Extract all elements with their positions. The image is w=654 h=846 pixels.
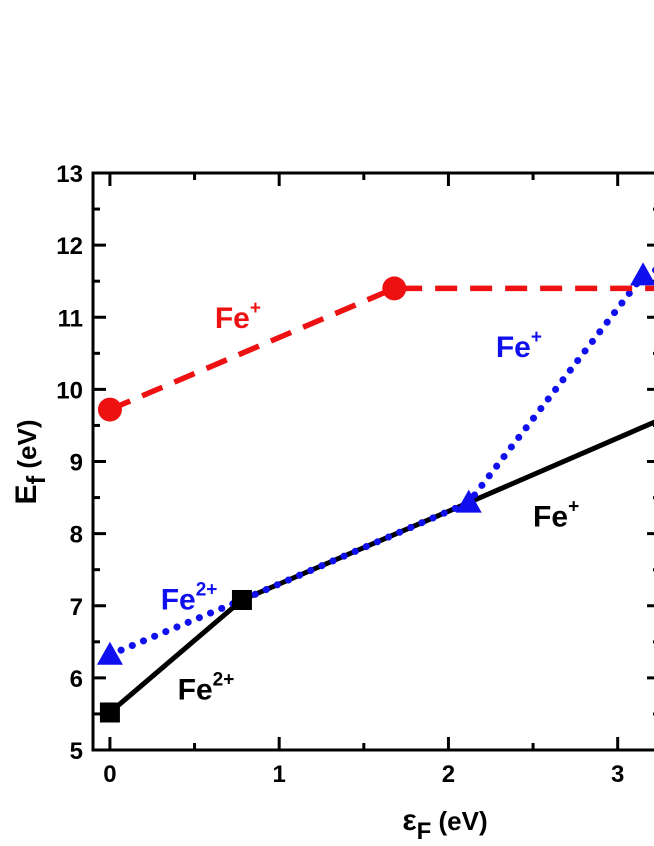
- x-tick-label: 3: [611, 761, 624, 788]
- x-tick-label: 1: [272, 761, 285, 788]
- series-lines: [106, 266, 654, 715]
- annotation-base: Fe: [178, 674, 213, 707]
- x-axis-unit: (eV): [431, 806, 487, 836]
- annotation-charge: +: [250, 298, 261, 319]
- annotation-charge: 2+: [196, 579, 218, 600]
- series-annotation: Fe+: [496, 327, 542, 364]
- marker-square: [99, 702, 120, 723]
- y-axis-unit: (eV): [12, 419, 42, 475]
- y-axis-symbol: E: [10, 485, 43, 505]
- marker-circle: [382, 276, 407, 301]
- series-line-dashed: [108, 285, 654, 413]
- y-tick-label: 9: [70, 450, 83, 477]
- annotation-charge: 2+: [213, 670, 235, 691]
- axis-ticks: [93, 171, 654, 752]
- annotation-base: Fe: [533, 500, 568, 533]
- x-tick-labels: 0 1 2 3: [103, 761, 624, 788]
- y-tick-label: 5: [70, 738, 83, 765]
- y-tick-label: 11: [58, 305, 83, 332]
- series-annotation: Fe2+: [161, 579, 218, 616]
- marker-circle: [97, 397, 122, 422]
- annotation-base: Fe: [215, 302, 250, 335]
- series-annotation: Fe+: [215, 298, 261, 335]
- x-tick-label: 0: [103, 761, 116, 788]
- annotation-base: Fe: [496, 331, 531, 364]
- marker-triangle: [455, 489, 482, 513]
- x-tick-label: 2: [442, 761, 455, 788]
- y-tick-label: 10: [56, 377, 83, 404]
- marker-triangle: [96, 641, 123, 665]
- x-axis-symbol: ε: [402, 804, 416, 837]
- y-tick-label: 8: [70, 522, 83, 549]
- y-axis-subscript: f: [21, 476, 51, 485]
- series-markers: [96, 262, 654, 723]
- marker-square: [231, 589, 252, 610]
- y-tick-label: 6: [70, 666, 83, 693]
- plot-frame: [91, 171, 654, 752]
- x-axis-title: εF (eV): [402, 804, 487, 845]
- y-tick-label: 12: [56, 233, 83, 260]
- y-tick-label: 13: [56, 161, 83, 188]
- series-annotation: Fe+: [533, 496, 579, 533]
- y-tick-labels: 5 6 7 8 9 10 11 12 13: [56, 161, 83, 765]
- series-line-solid: [108, 419, 654, 715]
- annotation-base: Fe: [161, 583, 196, 616]
- series-annotation: Fe2+: [178, 670, 235, 707]
- annotation-charge: +: [568, 496, 579, 517]
- x-axis-subscript: F: [417, 818, 432, 845]
- y-tick-label: 7: [70, 594, 83, 621]
- annotation-charge: +: [531, 327, 542, 348]
- marker-triangle: [630, 262, 654, 286]
- y-axis-title: Ef (eV): [10, 419, 51, 504]
- series-annotations: Fe+Fe+Fe+Fe2+Fe2+: [161, 298, 579, 706]
